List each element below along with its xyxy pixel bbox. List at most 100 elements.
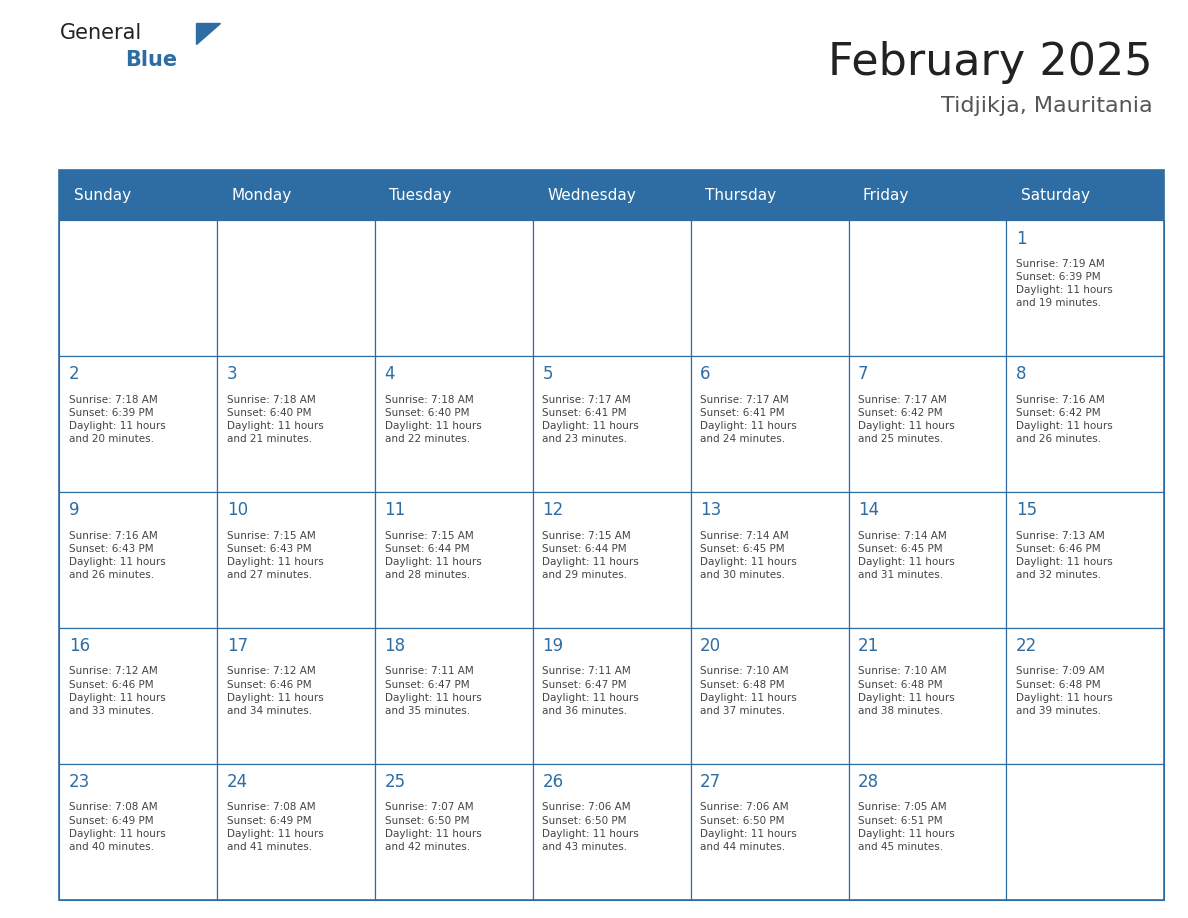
Text: 4: 4 — [385, 365, 396, 384]
Text: 17: 17 — [227, 637, 248, 655]
Bar — [690, 492, 848, 628]
Text: Sunrise: 7:18 AM
Sunset: 6:39 PM
Daylight: 11 hours
and 20 minutes.: Sunrise: 7:18 AM Sunset: 6:39 PM Dayligh… — [69, 395, 165, 444]
Text: Sunrise: 7:09 AM
Sunset: 6:48 PM
Daylight: 11 hours
and 39 minutes.: Sunrise: 7:09 AM Sunset: 6:48 PM Dayligh… — [1016, 666, 1113, 716]
Bar — [533, 628, 690, 764]
Text: Sunrise: 7:11 AM
Sunset: 6:47 PM
Daylight: 11 hours
and 35 minutes.: Sunrise: 7:11 AM Sunset: 6:47 PM Dayligh… — [385, 666, 481, 716]
Text: February 2025: February 2025 — [828, 41, 1152, 84]
Bar — [375, 628, 533, 764]
Text: Saturday: Saturday — [1020, 187, 1089, 203]
Text: Wednesday: Wednesday — [548, 187, 636, 203]
Bar — [375, 492, 533, 628]
Bar — [848, 220, 1006, 356]
Bar — [533, 492, 690, 628]
Text: Friday: Friday — [862, 187, 909, 203]
Text: 8: 8 — [1016, 365, 1026, 384]
Text: Sunrise: 7:14 AM
Sunset: 6:45 PM
Daylight: 11 hours
and 31 minutes.: Sunrise: 7:14 AM Sunset: 6:45 PM Dayligh… — [858, 531, 955, 580]
Bar — [217, 220, 375, 356]
Bar — [217, 492, 375, 628]
Text: 12: 12 — [543, 501, 563, 520]
Text: Sunrise: 7:05 AM
Sunset: 6:51 PM
Daylight: 11 hours
and 45 minutes.: Sunrise: 7:05 AM Sunset: 6:51 PM Dayligh… — [858, 802, 955, 852]
Text: 2: 2 — [69, 365, 80, 384]
Bar — [375, 220, 533, 356]
Bar — [59, 170, 1164, 900]
Text: Monday: Monday — [232, 187, 292, 203]
Text: Sunrise: 7:16 AM
Sunset: 6:42 PM
Daylight: 11 hours
and 26 minutes.: Sunrise: 7:16 AM Sunset: 6:42 PM Dayligh… — [1016, 395, 1113, 444]
Bar — [217, 356, 375, 492]
Text: 25: 25 — [385, 773, 405, 791]
Text: Sunrise: 7:15 AM
Sunset: 6:44 PM
Daylight: 11 hours
and 29 minutes.: Sunrise: 7:15 AM Sunset: 6:44 PM Dayligh… — [543, 531, 639, 580]
Text: Sunrise: 7:13 AM
Sunset: 6:46 PM
Daylight: 11 hours
and 32 minutes.: Sunrise: 7:13 AM Sunset: 6:46 PM Dayligh… — [1016, 531, 1113, 580]
Bar — [690, 764, 848, 900]
Bar — [848, 628, 1006, 764]
Bar — [1006, 356, 1164, 492]
Text: Tidjikja, Mauritania: Tidjikja, Mauritania — [941, 96, 1152, 117]
Text: 3: 3 — [227, 365, 238, 384]
Text: 11: 11 — [385, 501, 406, 520]
Text: Sunrise: 7:06 AM
Sunset: 6:50 PM
Daylight: 11 hours
and 43 minutes.: Sunrise: 7:06 AM Sunset: 6:50 PM Dayligh… — [543, 802, 639, 852]
Bar — [1006, 220, 1164, 356]
Text: 15: 15 — [1016, 501, 1037, 520]
Text: 20: 20 — [700, 637, 721, 655]
Bar — [533, 220, 690, 356]
Bar — [217, 764, 375, 900]
Bar — [375, 356, 533, 492]
Text: 1: 1 — [1016, 230, 1026, 248]
Text: Sunrise: 7:10 AM
Sunset: 6:48 PM
Daylight: 11 hours
and 37 minutes.: Sunrise: 7:10 AM Sunset: 6:48 PM Dayligh… — [700, 666, 797, 716]
Bar — [59, 492, 217, 628]
Text: 14: 14 — [858, 501, 879, 520]
Text: Sunrise: 7:17 AM
Sunset: 6:42 PM
Daylight: 11 hours
and 25 minutes.: Sunrise: 7:17 AM Sunset: 6:42 PM Dayligh… — [858, 395, 955, 444]
Text: Sunrise: 7:14 AM
Sunset: 6:45 PM
Daylight: 11 hours
and 30 minutes.: Sunrise: 7:14 AM Sunset: 6:45 PM Dayligh… — [700, 531, 797, 580]
Text: Sunrise: 7:11 AM
Sunset: 6:47 PM
Daylight: 11 hours
and 36 minutes.: Sunrise: 7:11 AM Sunset: 6:47 PM Dayligh… — [543, 666, 639, 716]
Text: Sunrise: 7:06 AM
Sunset: 6:50 PM
Daylight: 11 hours
and 44 minutes.: Sunrise: 7:06 AM Sunset: 6:50 PM Dayligh… — [700, 802, 797, 852]
Text: Sunrise: 7:08 AM
Sunset: 6:49 PM
Daylight: 11 hours
and 40 minutes.: Sunrise: 7:08 AM Sunset: 6:49 PM Dayligh… — [69, 802, 165, 852]
Bar — [59, 220, 217, 356]
Bar — [59, 764, 217, 900]
Text: Sunrise: 7:08 AM
Sunset: 6:49 PM
Daylight: 11 hours
and 41 minutes.: Sunrise: 7:08 AM Sunset: 6:49 PM Dayligh… — [227, 802, 323, 852]
Text: Sunday: Sunday — [74, 187, 131, 203]
Text: 26: 26 — [543, 773, 563, 791]
Text: Sunrise: 7:12 AM
Sunset: 6:46 PM
Daylight: 11 hours
and 34 minutes.: Sunrise: 7:12 AM Sunset: 6:46 PM Dayligh… — [227, 666, 323, 716]
Text: 9: 9 — [69, 501, 80, 520]
Text: Sunrise: 7:19 AM
Sunset: 6:39 PM
Daylight: 11 hours
and 19 minutes.: Sunrise: 7:19 AM Sunset: 6:39 PM Dayligh… — [1016, 259, 1113, 308]
Bar — [1006, 492, 1164, 628]
Text: Blue: Blue — [125, 50, 177, 71]
Text: 21: 21 — [858, 637, 879, 655]
Text: 6: 6 — [700, 365, 710, 384]
Text: 27: 27 — [700, 773, 721, 791]
Text: 7: 7 — [858, 365, 868, 384]
Bar — [848, 356, 1006, 492]
Bar — [1006, 764, 1164, 900]
Text: Sunrise: 7:15 AM
Sunset: 6:43 PM
Daylight: 11 hours
and 27 minutes.: Sunrise: 7:15 AM Sunset: 6:43 PM Dayligh… — [227, 531, 323, 580]
Text: 5: 5 — [543, 365, 552, 384]
Text: 16: 16 — [69, 637, 90, 655]
Bar — [533, 764, 690, 900]
Bar — [848, 764, 1006, 900]
Text: 13: 13 — [700, 501, 721, 520]
Bar — [690, 356, 848, 492]
Bar — [1006, 628, 1164, 764]
Text: Sunrise: 7:17 AM
Sunset: 6:41 PM
Daylight: 11 hours
and 24 minutes.: Sunrise: 7:17 AM Sunset: 6:41 PM Dayligh… — [700, 395, 797, 444]
Bar — [848, 492, 1006, 628]
Text: 19: 19 — [543, 637, 563, 655]
Bar — [375, 764, 533, 900]
Text: Sunrise: 7:15 AM
Sunset: 6:44 PM
Daylight: 11 hours
and 28 minutes.: Sunrise: 7:15 AM Sunset: 6:44 PM Dayligh… — [385, 531, 481, 580]
Text: General: General — [59, 23, 141, 43]
Text: Sunrise: 7:16 AM
Sunset: 6:43 PM
Daylight: 11 hours
and 26 minutes.: Sunrise: 7:16 AM Sunset: 6:43 PM Dayligh… — [69, 531, 165, 580]
Bar — [59, 628, 217, 764]
Text: 28: 28 — [858, 773, 879, 791]
Text: Thursday: Thursday — [704, 187, 776, 203]
Text: Sunrise: 7:18 AM
Sunset: 6:40 PM
Daylight: 11 hours
and 21 minutes.: Sunrise: 7:18 AM Sunset: 6:40 PM Dayligh… — [227, 395, 323, 444]
Text: 24: 24 — [227, 773, 248, 791]
Bar — [59, 170, 1164, 220]
Bar — [690, 628, 848, 764]
Bar — [533, 356, 690, 492]
Text: Sunrise: 7:10 AM
Sunset: 6:48 PM
Daylight: 11 hours
and 38 minutes.: Sunrise: 7:10 AM Sunset: 6:48 PM Dayligh… — [858, 666, 955, 716]
Polygon shape — [196, 23, 220, 44]
Text: Sunrise: 7:12 AM
Sunset: 6:46 PM
Daylight: 11 hours
and 33 minutes.: Sunrise: 7:12 AM Sunset: 6:46 PM Dayligh… — [69, 666, 165, 716]
Text: Tuesday: Tuesday — [390, 187, 451, 203]
Bar — [59, 356, 217, 492]
Text: 18: 18 — [385, 637, 405, 655]
Bar — [217, 628, 375, 764]
Text: 10: 10 — [227, 501, 248, 520]
Bar — [690, 220, 848, 356]
